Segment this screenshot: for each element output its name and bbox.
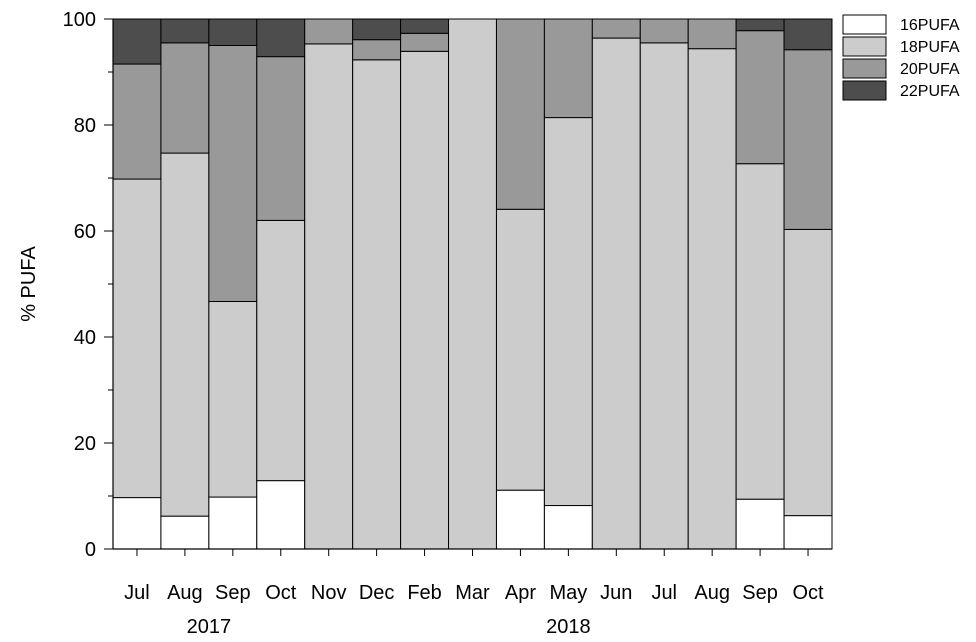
x-tick-label: Jun — [600, 582, 632, 604]
x-tick-label: Jul — [651, 582, 677, 604]
x-tick-label: Dec — [359, 582, 395, 604]
legend-swatch-16pufa — [842, 14, 887, 35]
bar-segment-16pufa-9 — [495, 489, 545, 550]
bar-segment-18pufa-4 — [256, 219, 306, 482]
x-tick-label: Sep — [215, 582, 251, 604]
legend-label-20pufa: 20PUFA — [900, 61, 960, 78]
x-tick-label: May — [549, 582, 587, 604]
bar-segment-18pufa-6 — [352, 59, 402, 550]
x-tick-label: Feb — [407, 582, 441, 604]
bar-segment-20pufa-9 — [495, 18, 545, 210]
bar-segment-22pufa-3 — [208, 18, 258, 46]
bar-segment-20pufa-5 — [304, 18, 354, 45]
bar-segment-18pufa-9 — [495, 208, 545, 491]
x-tick-label: Apr — [505, 582, 536, 604]
x-tick-label: Oct — [265, 582, 297, 604]
x-tick-label: Nov — [311, 582, 347, 604]
bar-segment-22pufa-14 — [735, 18, 785, 32]
x-tick-label: Mar — [455, 582, 490, 604]
x-tick-label: Sep — [742, 582, 778, 604]
legend-label-18pufa: 18PUFA — [900, 39, 960, 56]
bar-segment-22pufa-4 — [256, 18, 306, 58]
axes-layer: 0 20 40 60 80 100 Jul Aug Sep Oct Nov Dec Feb Mar Apr M… — [18, 9, 832, 638]
bar-segment-16pufa-14 — [735, 498, 785, 550]
bar-segment-18pufa-3 — [208, 300, 258, 498]
bar-segment-18pufa-8 — [448, 18, 497, 550]
bar-segment-16pufa-2 — [160, 515, 210, 550]
bar-segment-20pufa-11 — [591, 18, 641, 39]
bar-segment-20pufa-12 — [639, 18, 689, 44]
bar-segment-16pufa-10 — [543, 505, 593, 550]
bar-segment-16pufa-3 — [208, 496, 258, 550]
bar-segment-20pufa-6 — [352, 39, 402, 61]
bar-segment-20pufa-10 — [543, 18, 593, 119]
y-tick-label: 60 — [74, 221, 96, 243]
bar-segment-20pufa-14 — [735, 30, 785, 165]
bar-segment-18pufa-12 — [639, 42, 689, 550]
y-tick-label: 40 — [74, 327, 96, 349]
x-tick-label: Aug — [694, 582, 730, 604]
bar-segment-18pufa-13 — [687, 48, 737, 550]
legend: 16PUFA 18PUFA 20PUFA 22PUFA — [842, 14, 960, 101]
bar-segment-18pufa-7 — [400, 50, 450, 550]
x-tick-label: Jul — [124, 582, 150, 604]
legend-label-16pufa: 16PUFA — [900, 17, 960, 34]
x-tick-label: Oct — [792, 582, 824, 604]
bar-segment-20pufa-15 — [783, 49, 833, 230]
year-label: 2017 — [187, 616, 232, 638]
bar-segment-22pufa-7 — [400, 18, 450, 34]
bar-segment-16pufa-4 — [256, 480, 306, 550]
bar-segment-22pufa-15 — [783, 18, 833, 51]
bar-segment-20pufa-7 — [400, 32, 450, 52]
y-tick-label: 80 — [74, 115, 96, 137]
bar-segment-18pufa-15 — [783, 228, 833, 517]
y-axis-title: % PUFA — [18, 246, 40, 322]
legend-swatch-22pufa — [842, 80, 887, 101]
bar-segment-18pufa-14 — [735, 163, 785, 500]
bar-segment-20pufa-1 — [112, 63, 162, 180]
legend-label-22pufa: 22PUFA — [900, 83, 960, 100]
bar-segment-20pufa-3 — [208, 45, 258, 302]
legend-swatch-20pufa — [842, 58, 887, 79]
y-tick-label: 20 — [74, 433, 96, 455]
bar-segment-16pufa-1 — [112, 497, 162, 550]
bar-segment-20pufa-13 — [687, 18, 737, 50]
bar-segment-18pufa-1 — [112, 178, 162, 499]
bar-segment-18pufa-10 — [543, 117, 593, 507]
y-tick-label: 100 — [63, 9, 96, 31]
bar-segment-18pufa-11 — [591, 37, 641, 550]
bar-segment-20pufa-2 — [160, 42, 210, 154]
bar-segment-22pufa-1 — [112, 18, 162, 65]
y-tick-label: 0 — [85, 539, 96, 561]
bar-segment-22pufa-2 — [160, 18, 210, 44]
bar-segment-20pufa-4 — [256, 56, 306, 221]
bar-segment-18pufa-2 — [160, 152, 210, 517]
x-tick-label: Aug — [167, 582, 203, 604]
year-label: 2018 — [546, 616, 591, 638]
bar-segment-22pufa-6 — [352, 18, 402, 41]
bars-layer — [112, 18, 833, 550]
bar-segment-16pufa-15 — [783, 515, 833, 550]
bar-segment-18pufa-5 — [304, 43, 354, 550]
legend-swatch-18pufa — [842, 36, 887, 57]
